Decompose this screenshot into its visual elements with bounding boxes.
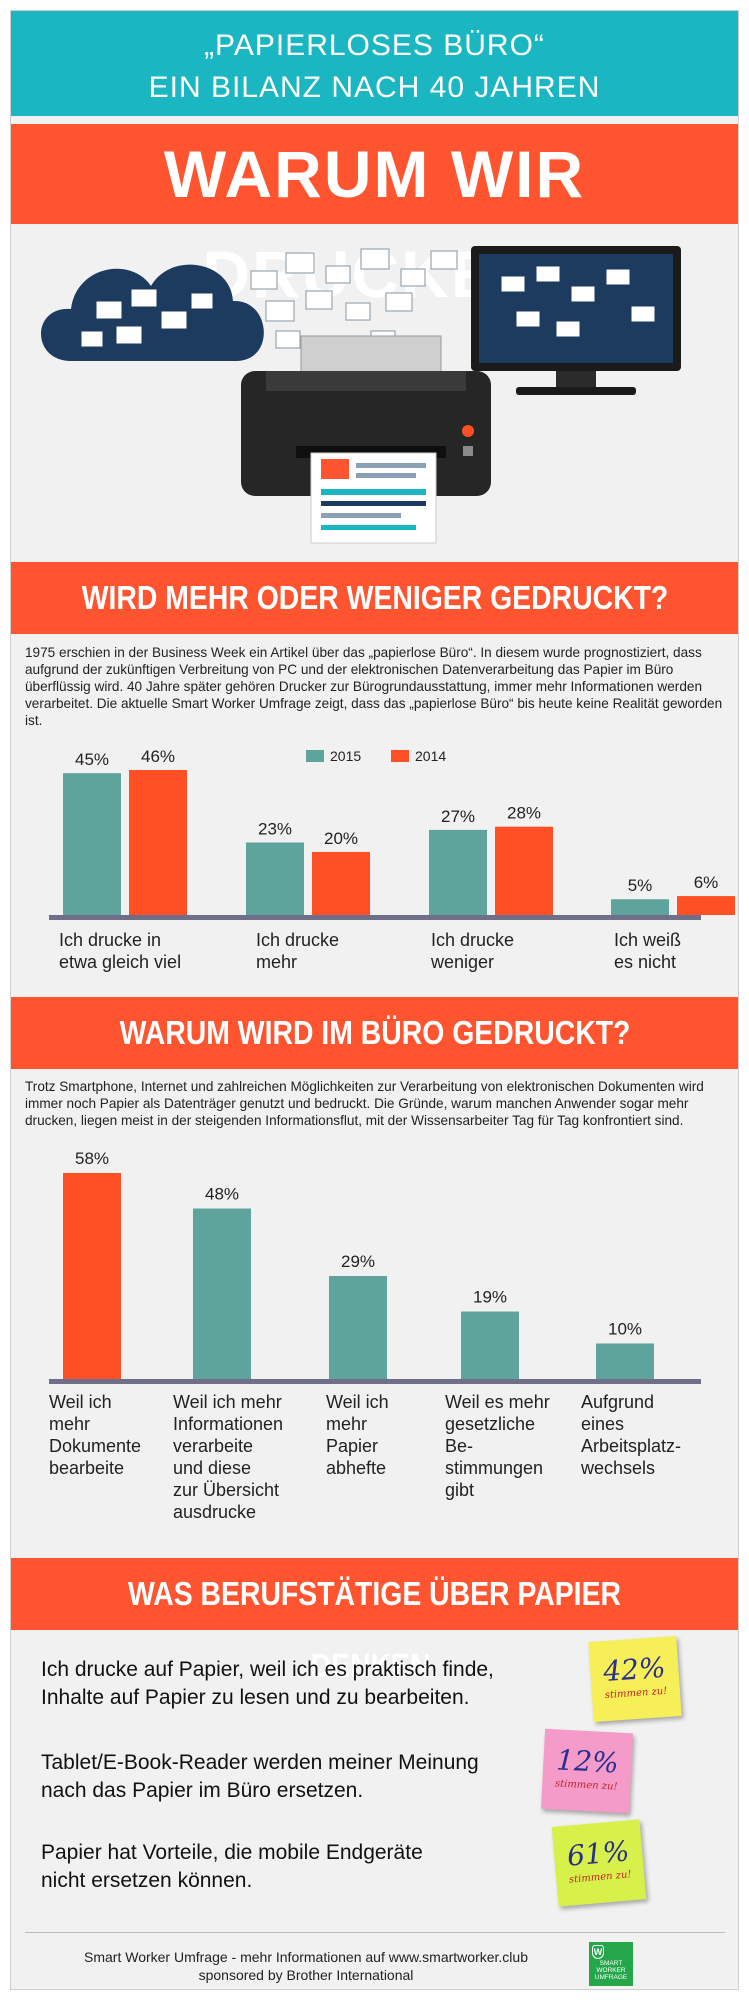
legend-swatch-2014 bbox=[391, 750, 409, 762]
reason-label-2: Weil ich mehr Papier abhefte bbox=[326, 1392, 389, 1478]
header-band: „PAPIERLOSES BÜRO“ EIN BILANZ NACH 40 JA… bbox=[11, 11, 738, 116]
statement-2-line-2: nach das Papier im Büro ersetzen. bbox=[41, 1779, 364, 1802]
statement-1-line-1: Ich drucke auf Papier, weil ich es prakt… bbox=[41, 1658, 494, 1681]
statement-3-line-1: Papier hat Vorteile, die mobile Endgerät… bbox=[41, 1841, 423, 1864]
bar-2015-1 bbox=[246, 842, 304, 915]
bar-2014-2 bbox=[495, 826, 553, 915]
statement-2-line-1: Tablet/E-Book-Reader werden meiner Meinu… bbox=[41, 1751, 479, 1774]
data-label-2014-1: 20% bbox=[324, 829, 358, 848]
section3-title: WAS BERUFSTÄTIGE ÜBER PAPIER DENKEN. bbox=[11, 1558, 738, 1684]
envelope-icons bbox=[250, 248, 458, 349]
data-label-2014-2: 28% bbox=[507, 804, 541, 823]
reason-label-3: Weil es mehr gesetzliche Be-stimmungen gibt bbox=[445, 1392, 550, 1500]
sticky-note-2-pct: 12% bbox=[555, 1743, 620, 1780]
footer: Smart Worker Umfrage - mehr Informatione… bbox=[11, 1936, 738, 1989]
footer-line-1: Smart Worker Umfrage - mehr Informatione… bbox=[84, 1949, 528, 1965]
bar-reason-2 bbox=[329, 1276, 387, 1379]
bar-2014-0 bbox=[129, 770, 187, 915]
data-label-reason-3: 19% bbox=[473, 1288, 507, 1307]
footer-line-2: sponsored by Brother International bbox=[198, 1967, 414, 1983]
bar-reason-4 bbox=[596, 1343, 654, 1379]
bar-reason-1 bbox=[193, 1208, 251, 1379]
sticky-note-3-pct: 61% bbox=[565, 1834, 631, 1873]
sticky-note-2: 12% stimmen zu! bbox=[540, 1728, 634, 1814]
reason-label-1: Weil ich mehr Informationen verarbeite und … bbox=[173, 1392, 284, 1522]
legend-swatch-2015 bbox=[306, 750, 324, 762]
footer-divider bbox=[25, 1932, 725, 1933]
data-label-reason-4: 10% bbox=[608, 1319, 642, 1338]
chart-print-volume: 45% 46% 23% 20% 27% 28% 5% 6% bbox=[63, 747, 735, 915]
category-label-2: Ich drucke weniger bbox=[431, 930, 515, 972]
bar-2015-0 bbox=[63, 773, 121, 915]
logo-line-1: SMART bbox=[599, 1960, 623, 1967]
legend-label-2015: 2015 bbox=[330, 748, 362, 764]
data-label-reason-0: 58% bbox=[75, 1149, 109, 1168]
section1-title: WIRD MEHR ODER WENIGER GEDRUCKT? bbox=[11, 562, 738, 634]
lightbulb-icon: W bbox=[592, 1945, 604, 1959]
footer-text: Smart Worker Umfrage - mehr Informatione… bbox=[71, 1948, 541, 1984]
sticky-note-1-pct: 42% bbox=[602, 1650, 667, 1689]
data-label-2014-3: 6% bbox=[694, 873, 719, 892]
statement-1-line-2: Inhalte auf Papier zu lesen und zu bearb… bbox=[41, 1686, 470, 1709]
chart2-axis bbox=[49, 1379, 701, 1384]
printer-icon bbox=[241, 335, 491, 544]
sticky-note-2-agree: stimmen zu! bbox=[554, 1778, 618, 1793]
data-label-reason-1: 48% bbox=[205, 1185, 239, 1204]
bar-reason-0 bbox=[63, 1173, 121, 1379]
data-label-2015-3: 5% bbox=[628, 876, 653, 895]
statement-3-line-2: nicht ersetzen können. bbox=[41, 1869, 253, 1892]
reason-label-4: Aufgrund eines Arbeitsplatz-wechsels bbox=[581, 1392, 682, 1478]
category-label-0: Ich drucke in etwa gleich viel bbox=[59, 930, 182, 972]
data-label-2014-0: 46% bbox=[141, 747, 175, 766]
section1-intro: 1975 erschien in der Business Week ein A… bbox=[25, 645, 723, 728]
bar-2015-3 bbox=[611, 899, 669, 915]
category-label-1: Ich drucke mehr bbox=[256, 930, 340, 972]
chart1-axis bbox=[49, 915, 701, 920]
printer-illustration bbox=[41, 246, 681, 544]
legend-2015: 2015 bbox=[306, 748, 361, 764]
data-label-2015-2: 27% bbox=[441, 807, 475, 826]
data-label-2015-1: 23% bbox=[258, 820, 292, 839]
header-line-1: „PAPIERLOSES BÜRO“ bbox=[204, 29, 545, 62]
monitor-icon bbox=[471, 246, 681, 395]
chart-print-reasons: 58% 48% 29% 19% 10% bbox=[63, 1149, 654, 1379]
bar-reason-3 bbox=[461, 1311, 519, 1379]
category-label-3: Ich weiß es nicht bbox=[614, 930, 682, 972]
statement-1: Ich drucke auf Papier, weil ich es prakt… bbox=[41, 1656, 494, 1712]
statement-2: Tablet/E-Book-Reader werden meiner Meinu… bbox=[41, 1749, 479, 1805]
infographic-frame: „PAPIERLOSES BÜRO“ EIN BILANZ NACH 40 JA… bbox=[10, 10, 739, 1990]
sticky-note-3: 61% stimmen zu! bbox=[551, 1819, 647, 1907]
legend-2014: 2014 bbox=[391, 748, 446, 764]
logo-line-2: WORKER bbox=[596, 1967, 626, 1974]
smart-worker-logo: W SMART WORKER UMFRAGE bbox=[589, 1942, 633, 1986]
bar-2014-1 bbox=[312, 851, 370, 915]
data-label-reason-2: 29% bbox=[341, 1252, 375, 1271]
section2-title: WARUM WIRD IM BÜRO GEDRUCKT? bbox=[11, 997, 738, 1069]
reason-label-0: Weil ich mehr Dokumente bearbeite bbox=[49, 1392, 142, 1478]
legend-label-2014: 2014 bbox=[415, 748, 447, 764]
bar-2014-3 bbox=[677, 896, 735, 915]
logo-line-3: UMFRAGE bbox=[594, 1974, 628, 1981]
data-label-2015-0: 45% bbox=[75, 750, 109, 769]
section2-intro: Trotz Smartphone, Internet und zahlreich… bbox=[25, 1079, 704, 1128]
statement-3: Papier hat Vorteile, die mobile Endgerät… bbox=[41, 1839, 423, 1895]
sticky-note-1: 42% stimmen zu! bbox=[588, 1636, 682, 1722]
cloud-icon bbox=[41, 264, 264, 361]
bar-2015-2 bbox=[429, 829, 487, 915]
header-line-2: EIN BILANZ NACH 40 JAHREN bbox=[148, 71, 601, 104]
